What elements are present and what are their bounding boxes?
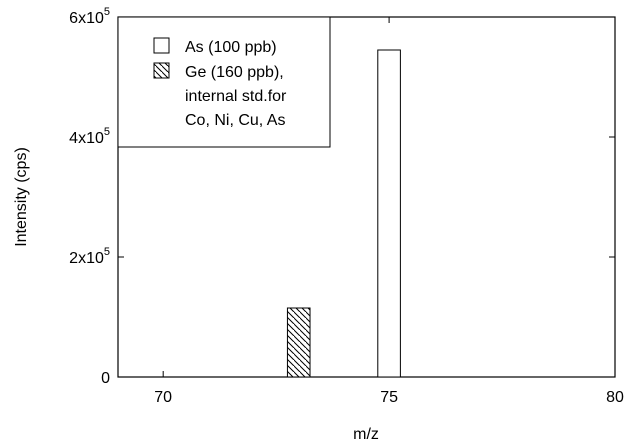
y-axis-title: Intensity (cps) [13,147,30,247]
x-tick-label: 75 [380,389,398,406]
y-tick-label: 4x105 [69,126,110,147]
legend-swatch-as [153,37,170,54]
y-tick-label: 2x105 [69,246,110,267]
y-axis-ticks: 0 2x105 4x105 6x105 [69,6,615,387]
y-tick-label: 0 [101,370,110,387]
legend-label-ge-line3: Co, Ni, Cu, As [185,112,285,129]
legend-swatch-ge [153,62,170,79]
y-tick-label: 6x105 [69,6,110,27]
legend-label-ge-line2: internal std.for [185,88,287,105]
x-tick-label: 70 [154,389,172,406]
legend-box [117,16,331,148]
x-axis-title: m/z [353,426,379,443]
bars [286,49,401,378]
bar-as [377,49,401,378]
x-tick-label: 80 [606,389,624,406]
legend-label-ge-line1: Ge (160 ppb), [185,64,284,81]
legend-label-as: As (100 ppb) [185,39,277,56]
legend: As (100 ppb) Ge (160 ppb), internal std.… [117,16,331,148]
bar-ge [286,307,311,378]
